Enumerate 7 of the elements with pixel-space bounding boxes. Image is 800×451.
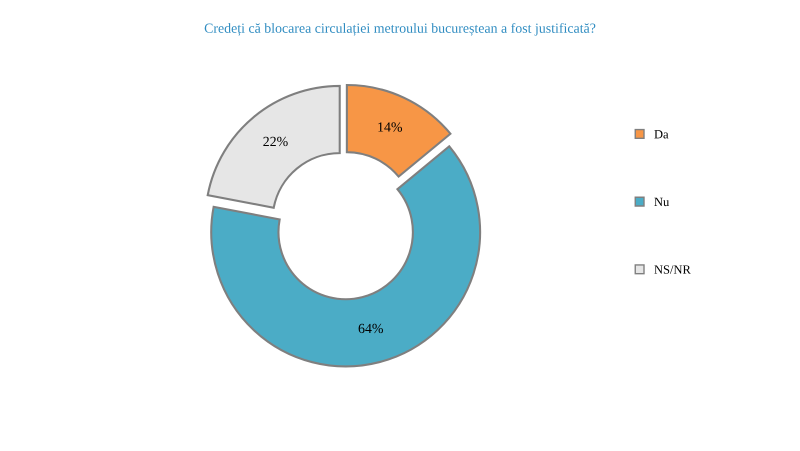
data-label: 14%: [378, 122, 402, 132]
chart-title: Credeți că blocarea circulației metroului bucureștean a fost justificată?: [204, 22, 596, 36]
legend-label: Nu: [654, 198, 670, 206]
data-label: 64%: [358, 324, 383, 334]
legend-label: Da: [654, 130, 668, 138]
legend-label: NS/NR: [654, 265, 691, 274]
data-label: 22%: [263, 136, 288, 146]
